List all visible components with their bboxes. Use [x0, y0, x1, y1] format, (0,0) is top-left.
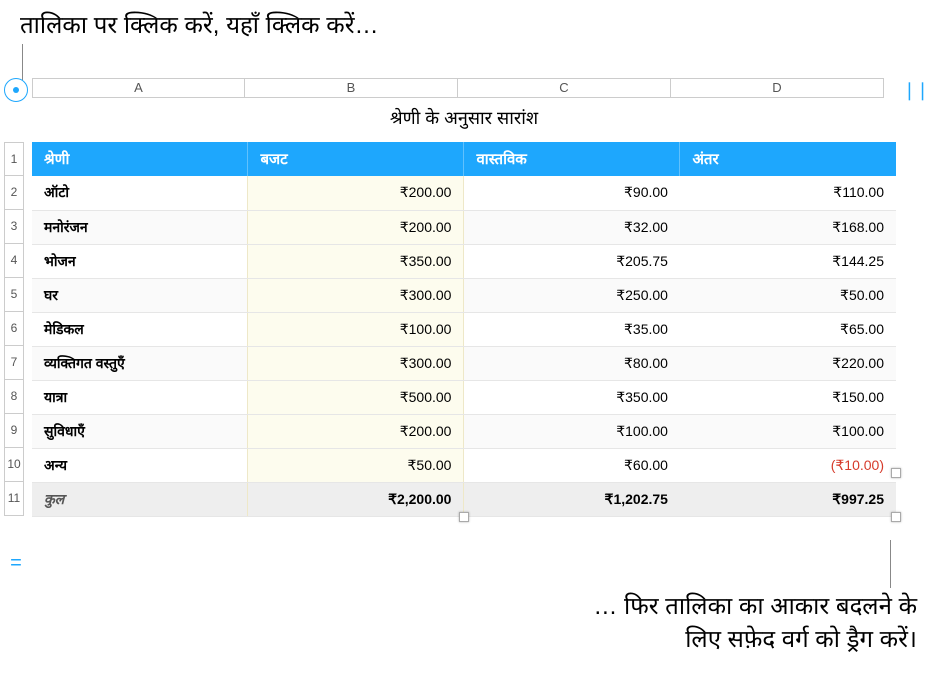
callout-top-text: तालिका पर क्लिक करें, यहाँ क्लिक करें…	[20, 8, 379, 41]
table-header-cell[interactable]: वास्तविक	[464, 142, 680, 176]
table-cell[interactable]: ₹90.00	[464, 176, 680, 210]
row-header-11[interactable]: 11	[4, 482, 24, 516]
table-row[interactable]: ऑटो₹200.00₹90.00₹110.00	[32, 176, 896, 210]
callout-bottom-line1: … फिर तालिका का आकार बदलने के	[593, 590, 917, 624]
column-header-B[interactable]: B	[245, 78, 458, 98]
row-header-9[interactable]: 9	[4, 414, 24, 448]
row-header-10[interactable]: 10	[4, 448, 24, 482]
table-container[interactable]: श्रेणी के अनुसार सारांश श्रेणीबजटवास्तवि…	[32, 102, 896, 517]
table-row[interactable]: व्यक्तिगत वस्तुएँ₹300.00₹80.00₹220.00	[32, 346, 896, 380]
table-cell[interactable]: ₹200.00	[248, 176, 464, 210]
table-cell[interactable]: ₹35.00	[464, 312, 680, 346]
table-cell[interactable]: ₹144.25	[680, 244, 896, 278]
row-header-7[interactable]: 7	[4, 346, 24, 380]
table-cell[interactable]: ₹997.25	[680, 482, 896, 516]
table-cell[interactable]: ₹100.00	[464, 414, 680, 448]
table-cell[interactable]: ₹300.00	[248, 278, 464, 312]
row-header-2[interactable]: 2	[4, 176, 24, 210]
column-header-A[interactable]: A	[32, 78, 245, 98]
table-cell[interactable]: ₹200.00	[248, 210, 464, 244]
table-cell[interactable]: ₹500.00	[248, 380, 464, 414]
table-cell[interactable]: ₹100.00	[248, 312, 464, 346]
column-header-C[interactable]: C	[458, 78, 671, 98]
row-header-1[interactable]: 1	[4, 142, 24, 176]
table-row[interactable]: मेडिकल₹100.00₹35.00₹65.00	[32, 312, 896, 346]
table-cell[interactable]: ₹350.00	[464, 380, 680, 414]
row-header-4[interactable]: 4	[4, 244, 24, 278]
table-row[interactable]: यात्रा₹500.00₹350.00₹150.00	[32, 380, 896, 414]
column-header-D[interactable]: D	[671, 78, 884, 98]
table-row[interactable]: मनोरंजन₹200.00₹32.00₹168.00	[32, 210, 896, 244]
table-select-handle[interactable]	[4, 78, 28, 102]
table-cell[interactable]: ₹65.00	[680, 312, 896, 346]
table-cell[interactable]: (₹10.00)	[680, 448, 896, 482]
table-cell[interactable]: ₹50.00	[680, 278, 896, 312]
resize-handle-right[interactable]	[891, 468, 901, 478]
table-header-cell[interactable]: श्रेणी	[32, 142, 248, 176]
row-header-3[interactable]: 3	[4, 210, 24, 244]
data-table[interactable]: श्रेणीबजटवास्तविकअंतर ऑटो₹200.00₹90.00₹1…	[32, 142, 896, 517]
table-cell[interactable]: मनोरंजन	[32, 210, 248, 244]
table-cell[interactable]: ₹300.00	[248, 346, 464, 380]
table-cell[interactable]: ₹250.00	[464, 278, 680, 312]
column-headers: ABCD	[32, 78, 896, 98]
row-headers: 1234567891011	[4, 102, 24, 517]
table-cell[interactable]: ₹1,202.75	[464, 482, 680, 516]
table-row[interactable]: घर₹300.00₹250.00₹50.00	[32, 278, 896, 312]
row-header-8[interactable]: 8	[4, 380, 24, 414]
resize-handle-bottom[interactable]	[459, 512, 469, 522]
callout-bottom-text: … फिर तालिका का आकार बदलने के लिए सफ़ेद …	[593, 590, 917, 657]
table-cell[interactable]: ₹168.00	[680, 210, 896, 244]
table-row[interactable]: अन्य₹50.00₹60.00(₹10.00)	[32, 448, 896, 482]
add-column-handle[interactable]: ❘❘	[903, 78, 927, 102]
table-cell[interactable]: ₹205.75	[464, 244, 680, 278]
table-cell[interactable]: ₹2,200.00	[248, 482, 464, 516]
table-cell[interactable]: ऑटो	[32, 176, 248, 210]
table-row[interactable]: सुविधाएँ₹200.00₹100.00₹100.00	[32, 414, 896, 448]
table-cell[interactable]: व्यक्तिगत वस्तुएँ	[32, 346, 248, 380]
table-cell[interactable]: ₹32.00	[464, 210, 680, 244]
spreadsheet-area: ABCD 1234567891011 श्रेणी के अनुसार सारा…	[4, 78, 924, 517]
resize-handle-corner[interactable]	[891, 512, 901, 522]
table-cell[interactable]: ₹110.00	[680, 176, 896, 210]
table-cell[interactable]: मेडिकल	[32, 312, 248, 346]
table-cell[interactable]: यात्रा	[32, 380, 248, 414]
table-cell[interactable]: ₹80.00	[464, 346, 680, 380]
table-cell[interactable]: ₹60.00	[464, 448, 680, 482]
table-cell[interactable]: भोजन	[32, 244, 248, 278]
table-cell[interactable]: ₹220.00	[680, 346, 896, 380]
table-title: श्रेणी के अनुसार सारांश	[32, 102, 896, 142]
row-header-6[interactable]: 6	[4, 312, 24, 346]
table-cell[interactable]: अन्य	[32, 448, 248, 482]
table-row[interactable]: भोजन₹350.00₹205.75₹144.25	[32, 244, 896, 278]
table-cell[interactable]: ₹350.00	[248, 244, 464, 278]
table-cell[interactable]: घर	[32, 278, 248, 312]
table-cell[interactable]: ₹200.00	[248, 414, 464, 448]
callout-bottom-leader	[890, 540, 891, 588]
table-cell[interactable]: ₹50.00	[248, 448, 464, 482]
add-row-handle[interactable]: =	[4, 551, 28, 575]
row-header-5[interactable]: 5	[4, 278, 24, 312]
callout-top-leader	[22, 44, 23, 80]
table-header-cell[interactable]: अंतर	[680, 142, 896, 176]
table-cell[interactable]: कुल	[32, 482, 248, 516]
table-cell[interactable]: सुविधाएँ	[32, 414, 248, 448]
table-header-cell[interactable]: बजट	[248, 142, 464, 176]
callout-bottom-line2: लिए सफ़ेद वर्ग को ड्रैग करें।	[593, 623, 917, 657]
table-cell[interactable]: ₹100.00	[680, 414, 896, 448]
table-cell[interactable]: ₹150.00	[680, 380, 896, 414]
